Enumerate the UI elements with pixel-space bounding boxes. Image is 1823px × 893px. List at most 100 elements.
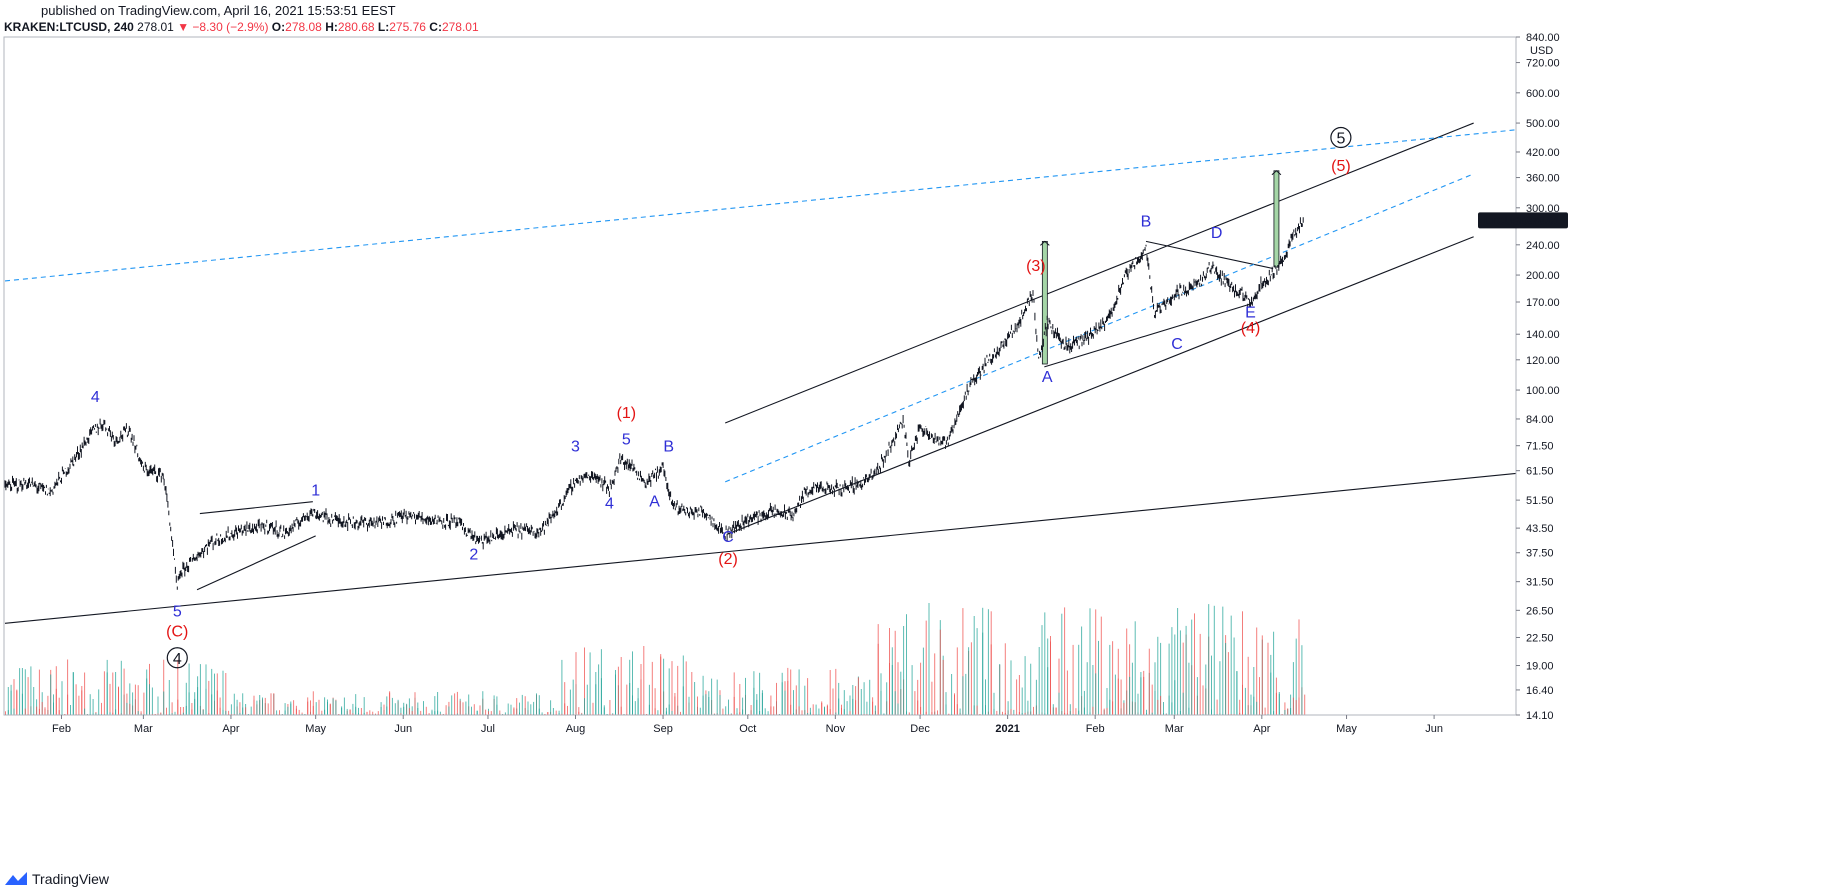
channel-line <box>727 236 1474 535</box>
volume-bar <box>425 706 427 715</box>
volume-bar <box>1050 636 1051 715</box>
volume-bar <box>637 687 639 715</box>
volume-bar <box>81 690 83 715</box>
volume-bar <box>499 710 501 715</box>
volume-bar <box>1033 706 1034 715</box>
price-tick-label: 71.50 <box>1526 441 1554 453</box>
volume-bar <box>1134 621 1136 715</box>
volume-bar <box>781 672 783 715</box>
volume-bar <box>1092 706 1094 715</box>
volume-bar <box>375 713 376 715</box>
volume-bar <box>411 711 413 715</box>
volume-bar <box>538 695 540 715</box>
volume-bar <box>739 684 741 715</box>
volume-bar <box>1208 604 1210 715</box>
volume-bar <box>21 693 23 715</box>
volume-bar <box>488 711 489 715</box>
volume-bar <box>903 626 905 715</box>
volume-bar <box>920 662 922 715</box>
volume-bar <box>1078 710 1080 715</box>
volume-bar <box>702 675 704 715</box>
volume-bar <box>166 707 167 715</box>
volume-bar <box>431 709 433 715</box>
volume-bar <box>1259 677 1260 715</box>
symbol-ohlc-line: KRAKEN:LTCUSD, 240 278.01 ▼ −8.30 (−2.9%… <box>4 20 479 34</box>
volume-bar <box>67 694 69 715</box>
volume-bar <box>1114 674 1116 715</box>
volume-bar <box>665 707 667 715</box>
volume-bar <box>434 696 436 715</box>
volume-bar <box>993 708 995 715</box>
wave-label: A <box>1042 369 1053 386</box>
volume-bar <box>118 687 119 715</box>
volume-bar <box>711 678 713 715</box>
volume-bar <box>295 708 297 715</box>
wave-label: A <box>649 494 660 511</box>
target-arrow <box>1040 240 1050 246</box>
volume-bar <box>773 706 775 715</box>
volume-bar <box>671 661 673 715</box>
volume-bar <box>324 697 326 715</box>
time-tick-label: May <box>1336 723 1357 735</box>
volume-bar <box>719 695 721 715</box>
volume-bar <box>349 709 351 715</box>
symbol-label: KRAKEN:LTCUSD, 240 <box>4 20 134 34</box>
volume-bar <box>276 710 278 715</box>
wave-circle <box>1330 126 1352 149</box>
volume-bar <box>767 711 769 715</box>
volume-bar <box>900 671 902 715</box>
volume-bar <box>1211 655 1212 715</box>
volume-bar <box>550 700 552 715</box>
volume-bar <box>629 659 631 715</box>
volume-bar <box>1230 615 1232 715</box>
volume-bar <box>211 694 213 715</box>
volume-bar <box>790 704 792 715</box>
volume-bar <box>307 701 309 715</box>
time-tick-label: Feb <box>52 723 71 735</box>
volume-bar <box>355 694 357 715</box>
volume-bar <box>891 665 893 715</box>
time-axis[interactable]: Feb Mar Apr May Jun Jul Aug Sep Oct Nov Dec 2021 Feb… <box>52 715 1443 735</box>
volume-bar <box>807 713 809 715</box>
volume-bar <box>1188 707 1190 715</box>
time-tick-label: Dec <box>910 723 930 735</box>
volume-bar <box>437 692 439 715</box>
volume-bar <box>109 683 111 715</box>
volume-bar <box>1287 708 1289 715</box>
volume-bar <box>33 687 35 715</box>
volume-bar <box>245 707 247 715</box>
volume-bar <box>807 678 809 715</box>
volume-bar <box>27 677 29 715</box>
volume-bar <box>1035 679 1037 715</box>
published-caption: published on TradingView.com, April 16, … <box>41 3 396 18</box>
volume-bar <box>809 707 811 715</box>
wave-label: (5) <box>1331 158 1351 175</box>
footer[interactable]: TradingView <box>4 869 109 889</box>
volume-bar <box>804 685 806 715</box>
volume-bar <box>171 702 173 715</box>
volume-bar <box>1146 709 1147 715</box>
volume-bar <box>1151 712 1153 715</box>
volume-bar <box>58 710 60 715</box>
price-axis[interactable]: 840.00 720.00 600.00 500.00 420.00 360.00 300.… <box>1516 32 1560 722</box>
price-tick-label: 140.00 <box>1526 329 1560 341</box>
volume-bar <box>934 653 936 715</box>
volume-bar <box>917 700 919 715</box>
volume-bar <box>1106 688 1108 715</box>
volume-bar <box>877 624 879 715</box>
volume-bar <box>626 684 628 715</box>
volume-bar <box>651 661 653 715</box>
volume-bar <box>1284 710 1286 715</box>
volume-bar <box>770 695 772 715</box>
volume-bar <box>358 707 359 715</box>
volume-bar <box>1010 709 1012 715</box>
volume-bar <box>476 710 478 715</box>
volume-bar <box>1292 662 1294 715</box>
volume-bar <box>541 712 543 715</box>
volume-bar <box>439 711 441 715</box>
target-projections <box>1040 170 1282 365</box>
time-tick-label: Jun <box>394 723 412 735</box>
time-tick-label: 2021 <box>995 723 1019 735</box>
axis-unit-label: USD <box>1530 45 1553 57</box>
